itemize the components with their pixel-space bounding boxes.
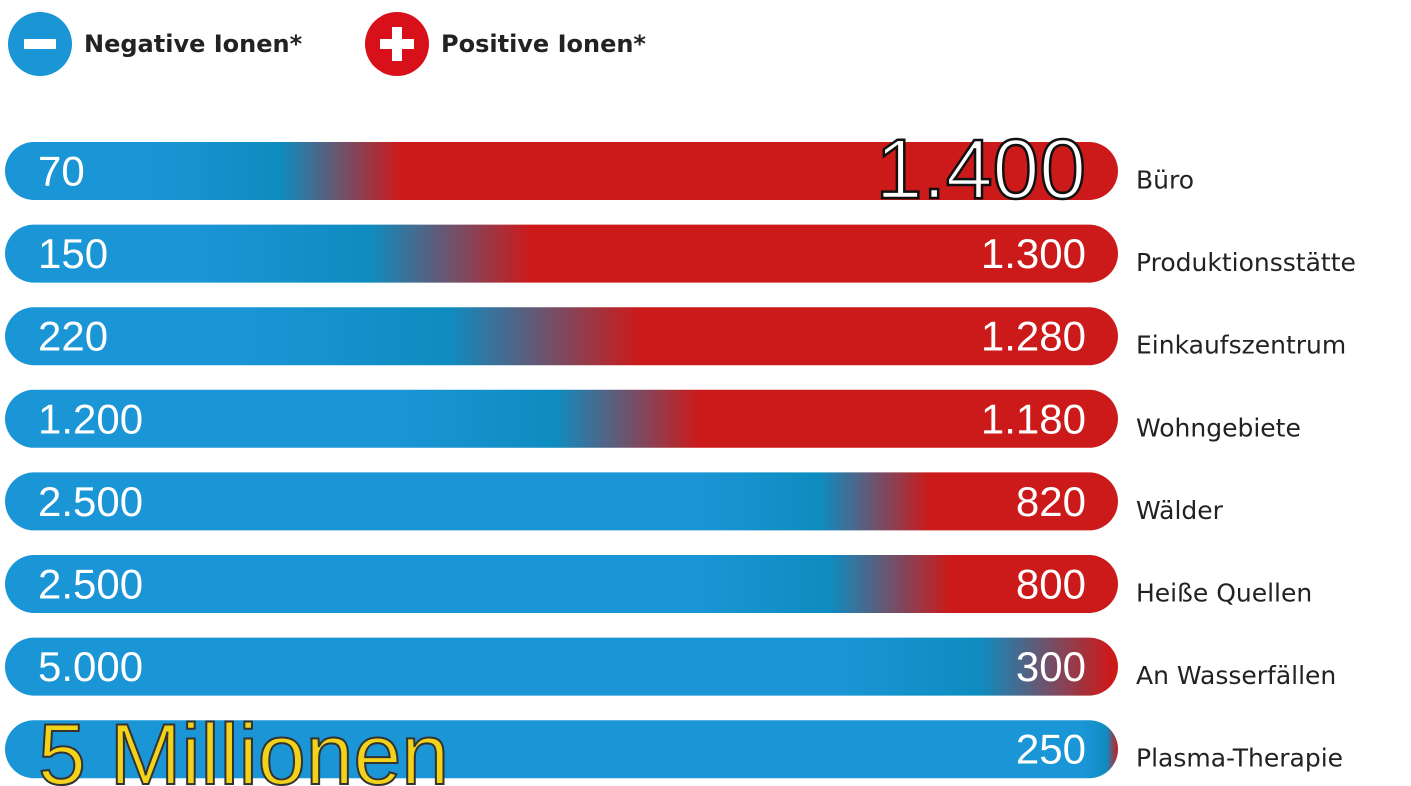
negative-value: 150: [38, 230, 108, 277]
row-label: Plasma-Therapie: [1136, 744, 1343, 773]
positive-value: 300: [1016, 643, 1086, 690]
row-label: Produktionsstätte: [1136, 248, 1356, 277]
positive-value: 820: [1016, 478, 1086, 525]
positive-value: 800: [1016, 561, 1086, 608]
negative-value: 5 Millionen: [38, 707, 449, 786]
bar: [5, 389, 1118, 448]
negative-value: 2.500: [38, 478, 143, 525]
positive-value: 1.300: [981, 230, 1086, 277]
legend-negative: Negative Ionen*: [84, 30, 303, 58]
bar: [5, 142, 1118, 200]
positive-value: 1.280: [981, 313, 1086, 360]
bar: [5, 224, 1118, 283]
negative-value: 2.500: [38, 561, 143, 608]
minus-sign: [24, 39, 56, 49]
row-label: Büro: [1136, 166, 1194, 195]
bar: [5, 307, 1118, 366]
row-label: Einkaufszentrum: [1136, 331, 1346, 360]
bar: [5, 472, 1118, 531]
positive-value: 250: [1016, 726, 1086, 773]
bar: [5, 720, 1118, 779]
negative-value: 70: [38, 148, 85, 195]
negative-value: 220: [38, 313, 108, 360]
plus-sign-v: [392, 27, 402, 61]
negative-value: 1.200: [38, 395, 143, 442]
legend-positive: Positive Ionen*: [441, 30, 646, 58]
rows: 70 1.400 Büro 150 1.300 Produktionsstätte 220 1…: [5, 121, 1356, 786]
negative-value: 5.000: [38, 643, 143, 690]
row-label: Wohngebiete: [1136, 413, 1301, 442]
row-label: An Wasserfällen: [1136, 661, 1336, 690]
row-label: Wälder: [1136, 496, 1224, 525]
positive-value: 1.180: [981, 395, 1086, 442]
row-label: Heiße Quellen: [1136, 579, 1312, 608]
bar: [5, 637, 1118, 696]
positive-value: 1.400: [876, 122, 1086, 216]
bar: [5, 555, 1118, 613]
